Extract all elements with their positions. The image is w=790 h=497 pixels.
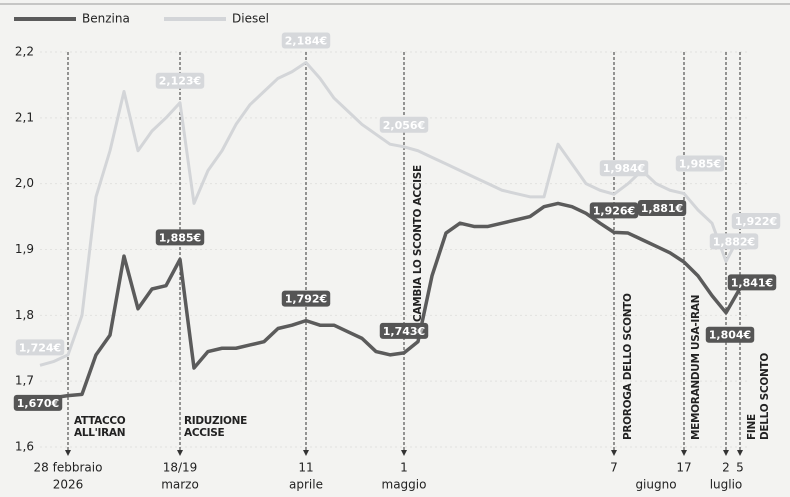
value-label: 1,926€ xyxy=(589,202,639,219)
value-label-box xyxy=(705,326,755,343)
value-label: 1,792€ xyxy=(281,290,331,307)
event-arrow xyxy=(177,450,183,456)
annotation: ALL'IRAN xyxy=(74,427,125,439)
annotation: DELLO SCONTO xyxy=(759,353,771,440)
x-tick-label: 2 xyxy=(722,461,730,475)
value-label-box xyxy=(599,160,649,177)
value-label: 1,724€ xyxy=(15,339,65,356)
value-label-text: 1,885€ xyxy=(159,231,201,244)
value-label: 1,670€ xyxy=(13,394,63,411)
value-label-box xyxy=(709,233,759,250)
value-label: 1,743€ xyxy=(379,322,429,339)
value-label-text: 1,985€ xyxy=(679,158,721,171)
series-line xyxy=(39,201,742,403)
value-label-text: 1,743€ xyxy=(383,325,425,338)
event-arrow xyxy=(737,450,743,456)
x-tick-label: 1 xyxy=(400,461,408,475)
x-tick-label: 17 xyxy=(676,461,691,475)
value-label-box xyxy=(281,32,331,49)
value-label-text: 1,841€ xyxy=(731,276,773,289)
value-label: 1,885€ xyxy=(155,229,205,246)
x-tick-label: 18/19 xyxy=(163,461,198,475)
x-sublabel: aprile xyxy=(289,478,323,492)
value-label: 1,841€ xyxy=(727,274,777,291)
value-label: 1,922€ xyxy=(731,213,781,230)
value-label: 1,882€ xyxy=(709,233,759,250)
value-label-box xyxy=(281,290,331,307)
legend-label: Benzina xyxy=(82,12,130,26)
value-label-text: 2,184€ xyxy=(285,35,327,48)
legend-label: Diesel xyxy=(232,12,269,26)
y-tick-label: 1,9 xyxy=(15,242,34,256)
value-label-box xyxy=(727,274,777,291)
x-tick-label: 28 febbraio xyxy=(34,461,103,475)
value-label: 2,184€ xyxy=(281,32,331,49)
value-label-text: 2,056€ xyxy=(383,119,425,132)
value-label-text: 1,670€ xyxy=(17,397,59,410)
annotation: ACCISE xyxy=(184,427,225,439)
annotation: FINE xyxy=(746,414,758,440)
value-label-text: 1,724€ xyxy=(19,341,61,354)
value-label-box xyxy=(155,72,205,89)
value-label: 1,804€ xyxy=(705,326,755,343)
y-tick-label: 1,6 xyxy=(15,440,34,454)
value-label-box xyxy=(15,339,65,356)
y-tick-label: 2,1 xyxy=(15,110,34,124)
y-tick-label: 1,7 xyxy=(15,374,34,388)
annotation: PROROGA DELLO SCONTO xyxy=(622,293,634,440)
x-sublabel: giugno xyxy=(635,478,676,492)
value-label-box xyxy=(155,229,205,246)
y-tick-label: 1,8 xyxy=(15,308,34,322)
x-tick-label: 5 xyxy=(736,461,744,475)
value-label-text: 1,792€ xyxy=(285,293,327,306)
value-label-text: 1,881€ xyxy=(641,202,683,215)
value-label-box xyxy=(13,394,63,411)
event-arrow xyxy=(611,450,617,456)
value-label-text: 1,922€ xyxy=(735,215,777,228)
annotation: CAMBIA LO SCONTO ACCISE xyxy=(412,165,424,322)
value-label-box xyxy=(379,116,429,133)
event-arrow xyxy=(303,450,309,456)
value-label: 1,881€ xyxy=(637,200,687,217)
x-sublabel: luglio xyxy=(710,478,743,492)
annotation: MEMORANDUM USA-IRAN xyxy=(690,295,702,440)
value-label-box xyxy=(731,213,781,230)
x-sublabel: maggio xyxy=(382,478,427,492)
value-label: 2,056€ xyxy=(379,116,429,133)
value-label: 2,123€ xyxy=(155,72,205,89)
x-tick-label: 11 xyxy=(298,461,313,475)
value-label: 1,984€ xyxy=(599,160,649,177)
event-arrow xyxy=(681,450,687,456)
value-label-box xyxy=(675,155,725,172)
value-label: 1,985€ xyxy=(675,155,725,172)
value-label-box xyxy=(589,202,639,219)
y-tick-label: 2,0 xyxy=(15,176,34,190)
y-tick-label: 2,2 xyxy=(15,45,34,59)
value-label-text: 1,804€ xyxy=(709,329,751,342)
value-label-text: 2,123€ xyxy=(159,75,201,88)
annotation: ATTACCO xyxy=(74,415,126,427)
value-label-box xyxy=(637,200,687,217)
series-line xyxy=(39,61,742,367)
value-label-text: 1,926€ xyxy=(593,204,635,217)
value-label-box xyxy=(379,322,429,339)
annotation: RIDUZIONE xyxy=(184,415,247,427)
x-sublabel: marzo xyxy=(161,478,199,492)
event-arrow xyxy=(65,450,71,456)
x-sublabel: 2026 xyxy=(53,478,84,492)
value-label-text: 1,984€ xyxy=(603,162,645,175)
x-tick-label: 7 xyxy=(610,461,618,475)
event-arrow xyxy=(723,450,729,456)
event-arrow xyxy=(401,450,407,456)
value-label-text: 1,882€ xyxy=(713,235,755,248)
